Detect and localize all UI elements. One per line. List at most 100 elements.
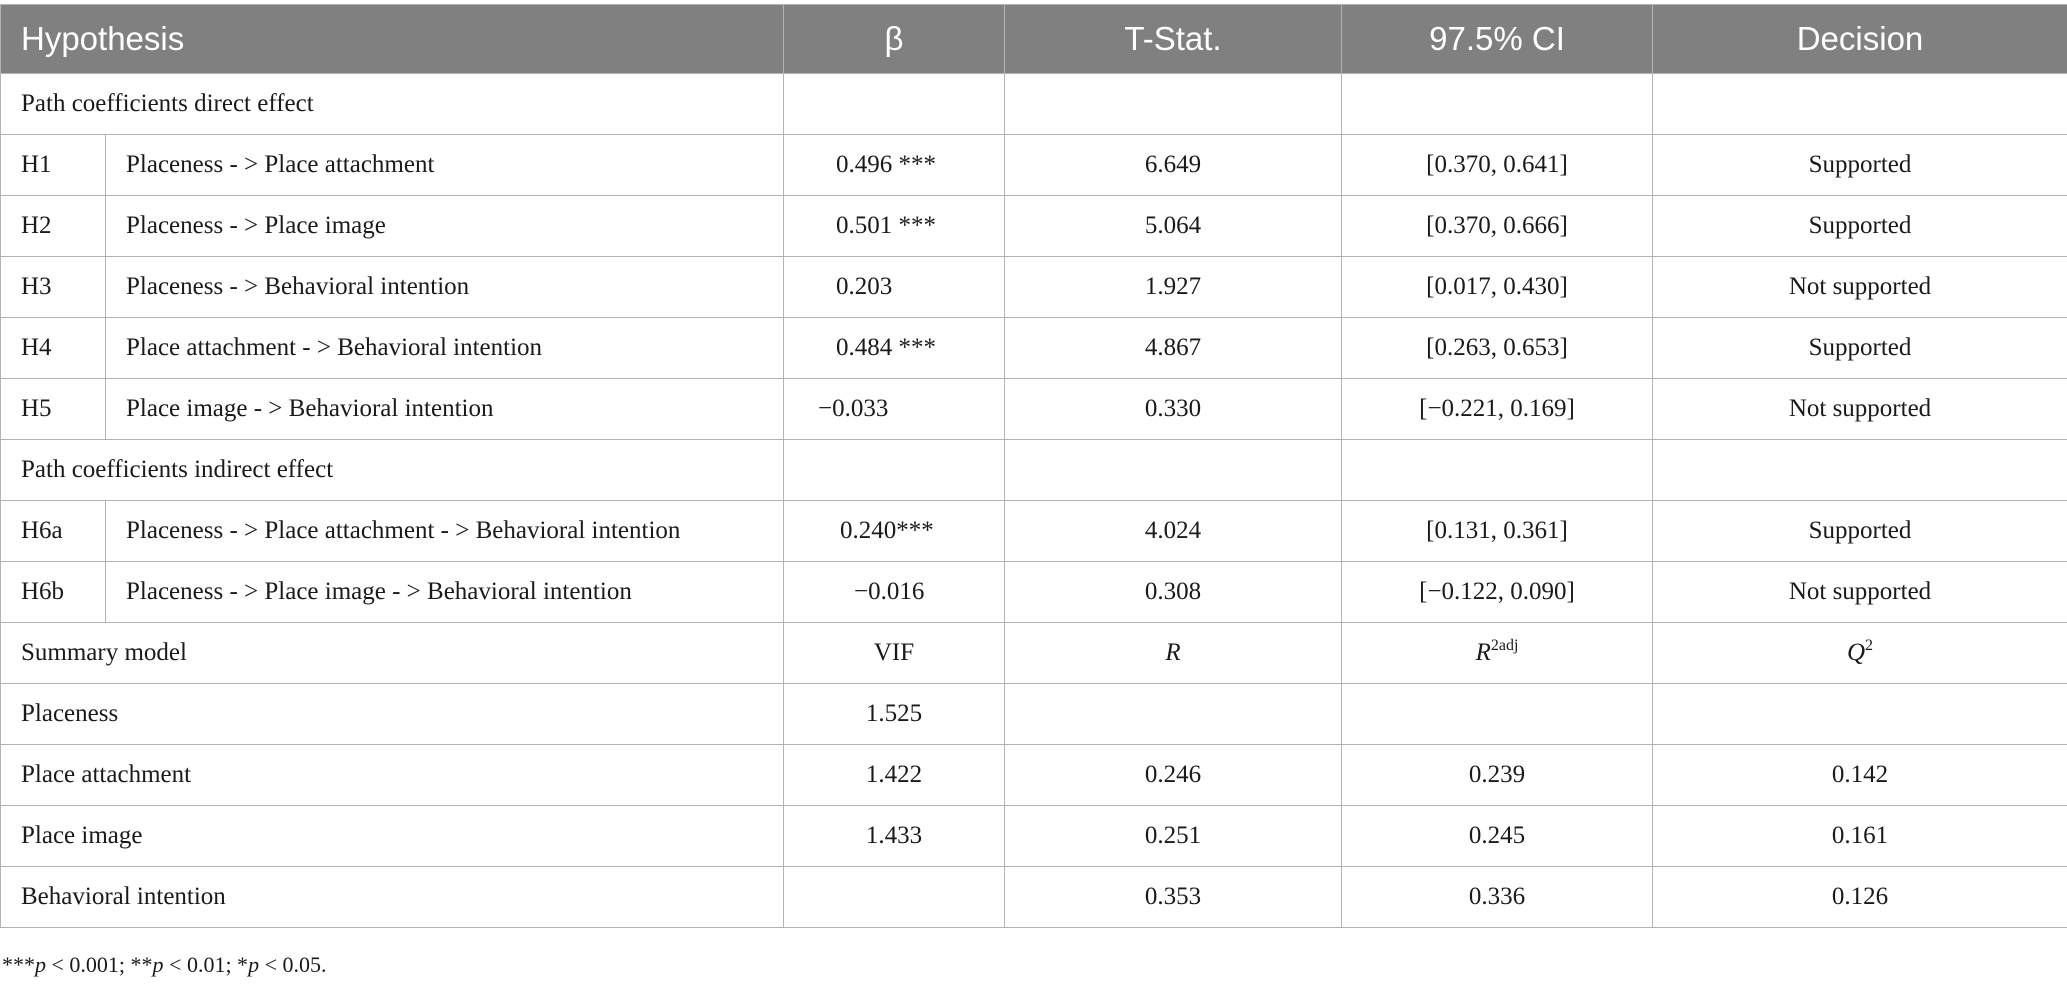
significance-footnote: ***p < 0.001; **p < 0.01; *p < 0.05. [2,952,326,978]
empty-cell [1341,73,1653,135]
table-row: H1 Placeness - > Place attachment 0.496 … [0,134,2067,196]
footnote-p-2: p [152,952,164,977]
header-hypothesis: Hypothesis [0,4,784,74]
hypothesis-code: H6a [0,500,106,562]
hypothesis-path: Place attachment - > Behavioral intentio… [105,317,784,379]
empty-cell [1004,73,1342,135]
summary-row: Placeness 1.525 [0,683,2067,745]
header-row: Hypothesis β T-Stat. 97.5% CI Decision [0,4,2067,74]
ci-value: [0.263, 0.653] [1341,317,1653,379]
summary-q2-header: Q2 [1652,622,2067,684]
vif-value [783,866,1005,928]
header-decision: Decision [1652,4,2067,74]
r2adj-value: 0.336 [1341,866,1653,928]
footnote-p-1: p [35,952,46,977]
vif-value: 1.433 [783,805,1005,867]
q2-superscript: 2 [1865,637,1874,654]
q2-value [1652,683,2067,745]
r-value: 0.251 [1004,805,1342,867]
header-ci: 97.5% CI [1341,4,1653,74]
table-row: H3 Placeness - > Behavioral intention 0.… [0,256,2067,318]
decision-value: Not supported [1652,256,2067,318]
q2-symbol: Q [1846,639,1866,666]
hypothesis-path: Place image - > Behavioral intention [105,378,784,440]
summary-r2adj-header: R2adj [1341,622,1653,684]
decision-value: Supported [1652,195,2067,257]
summary-construct: Place image [0,805,784,867]
beta-value: 0.203 [783,256,1005,318]
header-tstat: T-Stat. [1004,4,1342,74]
t-stat-value: 1.927 [1004,256,1342,318]
summary-construct: Placeness [0,683,784,745]
empty-cell [1341,439,1653,501]
q2-value: 0.126 [1652,866,2067,928]
hypothesis-code: H6b [0,561,106,623]
hypothesis-code: H3 [0,256,106,318]
hypothesis-path: Placeness - > Place image [105,195,784,257]
r2adj-value [1341,683,1653,745]
beta-value: −0.016 [783,561,1005,623]
footnote-p-3: p [248,952,260,977]
hypothesis-code: H4 [0,317,106,379]
decision-value: Not supported [1652,561,2067,623]
hypothesis-path: Placeness - > Place image - > Behavioral… [105,561,784,623]
empty-cell [1004,439,1342,501]
table-row: H6a Placeness - > Place attachment - > B… [0,500,2067,562]
footnote-value-3: < 0.05. [259,952,327,977]
r-value: 0.246 [1004,744,1342,806]
empty-cell [783,73,1005,135]
summary-model-label: Summary model [0,622,784,684]
section-direct-label: Path coefficients direct effect [0,73,784,135]
section-row-indirect: Path coefficients indirect effect [0,439,2067,501]
summary-header-row: Summary model VIF R R2adj Q2 [0,622,2067,684]
ci-value: [−0.122, 0.090] [1341,561,1653,623]
section-indirect-label: Path coefficients indirect effect [0,439,784,501]
vif-value: 1.525 [783,683,1005,745]
r-value [1004,683,1342,745]
t-stat-value: 0.330 [1004,378,1342,440]
ci-value: [0.370, 0.641] [1341,134,1653,196]
summary-row: Place attachment 1.422 0.246 0.239 0.142 [0,744,2067,806]
t-stat-value: 5.064 [1004,195,1342,257]
beta-value: 0.496 *** [783,134,1005,196]
decision-value: Supported [1652,134,2067,196]
empty-cell [1652,439,2067,501]
footnote-value-1: < 0.001; ** [46,952,153,977]
decision-value: Supported [1652,317,2067,379]
summary-construct: Behavioral intention [0,866,784,928]
section-row-direct: Path coefficients direct effect [0,73,2067,135]
t-stat-value: 4.867 [1004,317,1342,379]
beta-value: −0.033 [783,378,1005,440]
ci-value: [0.131, 0.361] [1341,500,1653,562]
ci-value: [0.370, 0.666] [1341,195,1653,257]
hypothesis-path: Placeness - > Place attachment [105,134,784,196]
q2-value: 0.161 [1652,805,2067,867]
header-beta: β [783,4,1005,74]
table-row: H5 Place image - > Behavioral intention … [0,378,2067,440]
hypothesis-path: Placeness - > Place attachment - > Behav… [105,500,784,562]
empty-cell [1652,73,2067,135]
beta-value: 0.240*** [783,500,1005,562]
r2adj-superscript: 2adj [1490,637,1519,654]
hypothesis-code: H1 [0,134,106,196]
empty-cell [783,439,1005,501]
table-row: H2 Placeness - > Place image 0.501 *** 5… [0,195,2067,257]
hypothesis-code: H2 [0,195,106,257]
table-row: H6b Placeness - > Place image - > Behavi… [0,561,2067,623]
q2-value: 0.142 [1652,744,2067,806]
t-stat-value: 6.649 [1004,134,1342,196]
r2adj-value: 0.245 [1341,805,1653,867]
vif-value: 1.422 [783,744,1005,806]
hypothesis-path: Placeness - > Behavioral intention [105,256,784,318]
r2adj-value: 0.239 [1341,744,1653,806]
summary-row: Place image 1.433 0.251 0.245 0.161 [0,805,2067,867]
footnote-value-2: < 0.01; * [163,952,249,977]
table-row: H4 Place attachment - > Behavioral inten… [0,317,2067,379]
footnote-stars-1: *** [2,952,35,977]
r2adj-symbol: R [1475,639,1491,666]
r-symbol: R [1165,639,1181,666]
decision-value: Supported [1652,500,2067,562]
hypothesis-code: H5 [0,378,106,440]
summary-construct: Place attachment [0,744,784,806]
summary-row: Behavioral intention 0.353 0.336 0.126 [0,866,2067,928]
